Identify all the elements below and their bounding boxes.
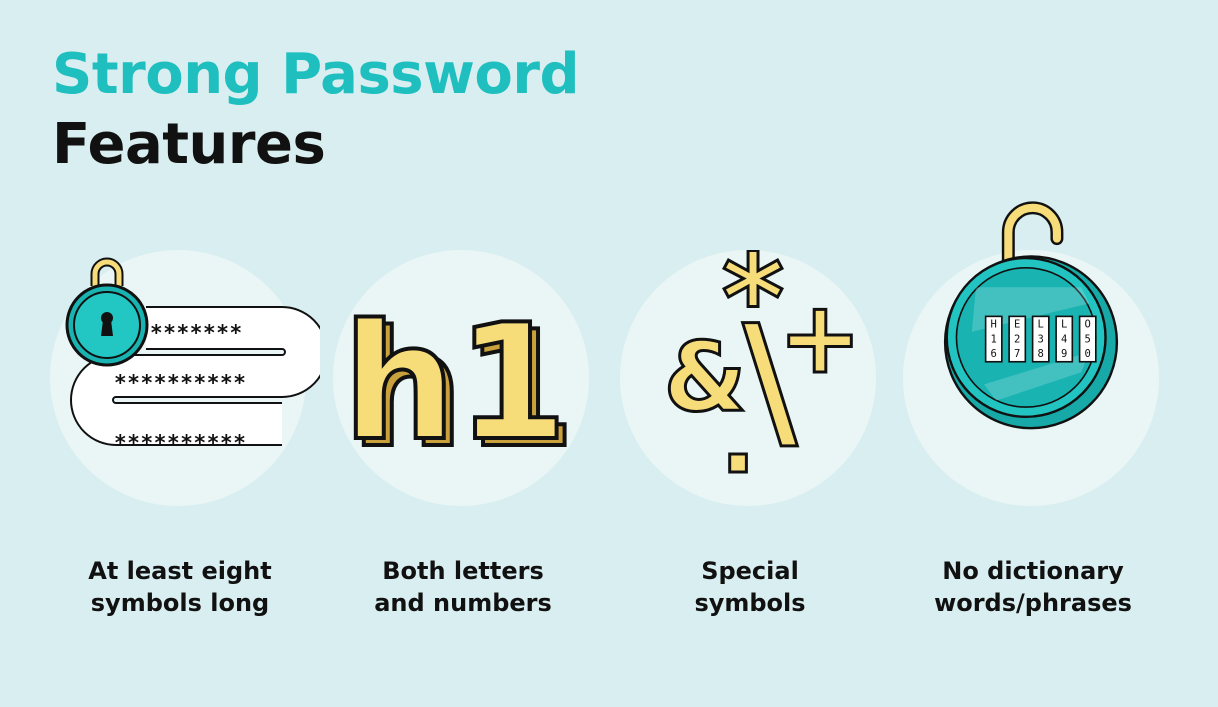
backslash-symbol: \ bbox=[743, 294, 798, 468]
caption-line-2: symbols bbox=[694, 589, 806, 617]
dial-digit: 9 bbox=[1061, 348, 1067, 360]
feature-caption: No dictionary words/phrases bbox=[873, 555, 1193, 619]
caption-line-2: symbols long bbox=[90, 589, 270, 617]
caption-line-1: At least eight bbox=[88, 557, 272, 585]
glyph-h1: h1 bbox=[342, 289, 567, 476]
caption-line-1: Both letters bbox=[382, 557, 544, 585]
dial-digit: 3 bbox=[1038, 333, 1044, 345]
dial-digit: 7 bbox=[1014, 348, 1020, 360]
ampersand-symbol: & bbox=[664, 323, 747, 433]
caption-line-1: No dictionary bbox=[942, 557, 1124, 585]
dial: O 5 0 bbox=[1078, 315, 1097, 363]
title-line-2: Features bbox=[52, 112, 326, 177]
dial-digit: 0 bbox=[1085, 348, 1091, 360]
dial-letter: H bbox=[991, 319, 997, 331]
caption-line-2: words/phrases bbox=[934, 589, 1132, 617]
dial: H 1 6 bbox=[984, 315, 1003, 363]
glyph-shadow: h1 bbox=[350, 296, 575, 483]
h1-letters-icon: h1 h1 bbox=[340, 287, 577, 485]
combination-lock-icon: H 1 6 E 2 7 L 3 8 L 4 9 bbox=[943, 201, 1119, 430]
dial-letter: E bbox=[1014, 319, 1020, 331]
feature-caption: At least eight symbols long bbox=[20, 555, 340, 619]
asterisks-row-2: ********** bbox=[114, 371, 246, 395]
dial-digit: 4 bbox=[1061, 333, 1067, 345]
dial-digit: 8 bbox=[1038, 348, 1044, 360]
dial-row: H 1 6 E 2 7 L 3 8 L 4 9 bbox=[984, 315, 1097, 363]
dial-digit: 2 bbox=[1014, 333, 1020, 345]
feature-caption: Special symbols bbox=[590, 555, 910, 619]
dot-symbol: . bbox=[720, 385, 756, 495]
dial-digit: 6 bbox=[991, 348, 997, 360]
lock-path-icon: ******* ********** ********** bbox=[65, 257, 320, 455]
dial: L 3 8 bbox=[1031, 315, 1050, 363]
asterisk-symbol: * bbox=[722, 250, 785, 369]
page-title: Strong Password Features bbox=[52, 40, 580, 180]
dial-letter: L bbox=[1061, 319, 1067, 331]
title-line-1: Strong Password bbox=[52, 42, 580, 107]
feature-circle bbox=[333, 250, 589, 506]
asterisks-row-1: ******* bbox=[150, 321, 243, 345]
dial: E 2 7 bbox=[1008, 315, 1027, 363]
feature-caption: Both letters and numbers bbox=[303, 555, 623, 619]
dial-digit: 5 bbox=[1085, 333, 1091, 345]
dial: L 4 9 bbox=[1055, 315, 1074, 363]
feature-circle bbox=[620, 250, 876, 506]
dial-letter: L bbox=[1038, 319, 1044, 331]
asterisks-row-3: ********** bbox=[114, 431, 246, 455]
plus-symbol: + bbox=[778, 279, 862, 396]
caption-line-2: and numbers bbox=[374, 589, 552, 617]
dial-letter: O bbox=[1085, 319, 1091, 331]
caption-line-1: Special bbox=[701, 557, 799, 585]
dial-digit: 1 bbox=[991, 333, 997, 345]
special-symbols-icon: * & \ + . bbox=[662, 250, 863, 497]
